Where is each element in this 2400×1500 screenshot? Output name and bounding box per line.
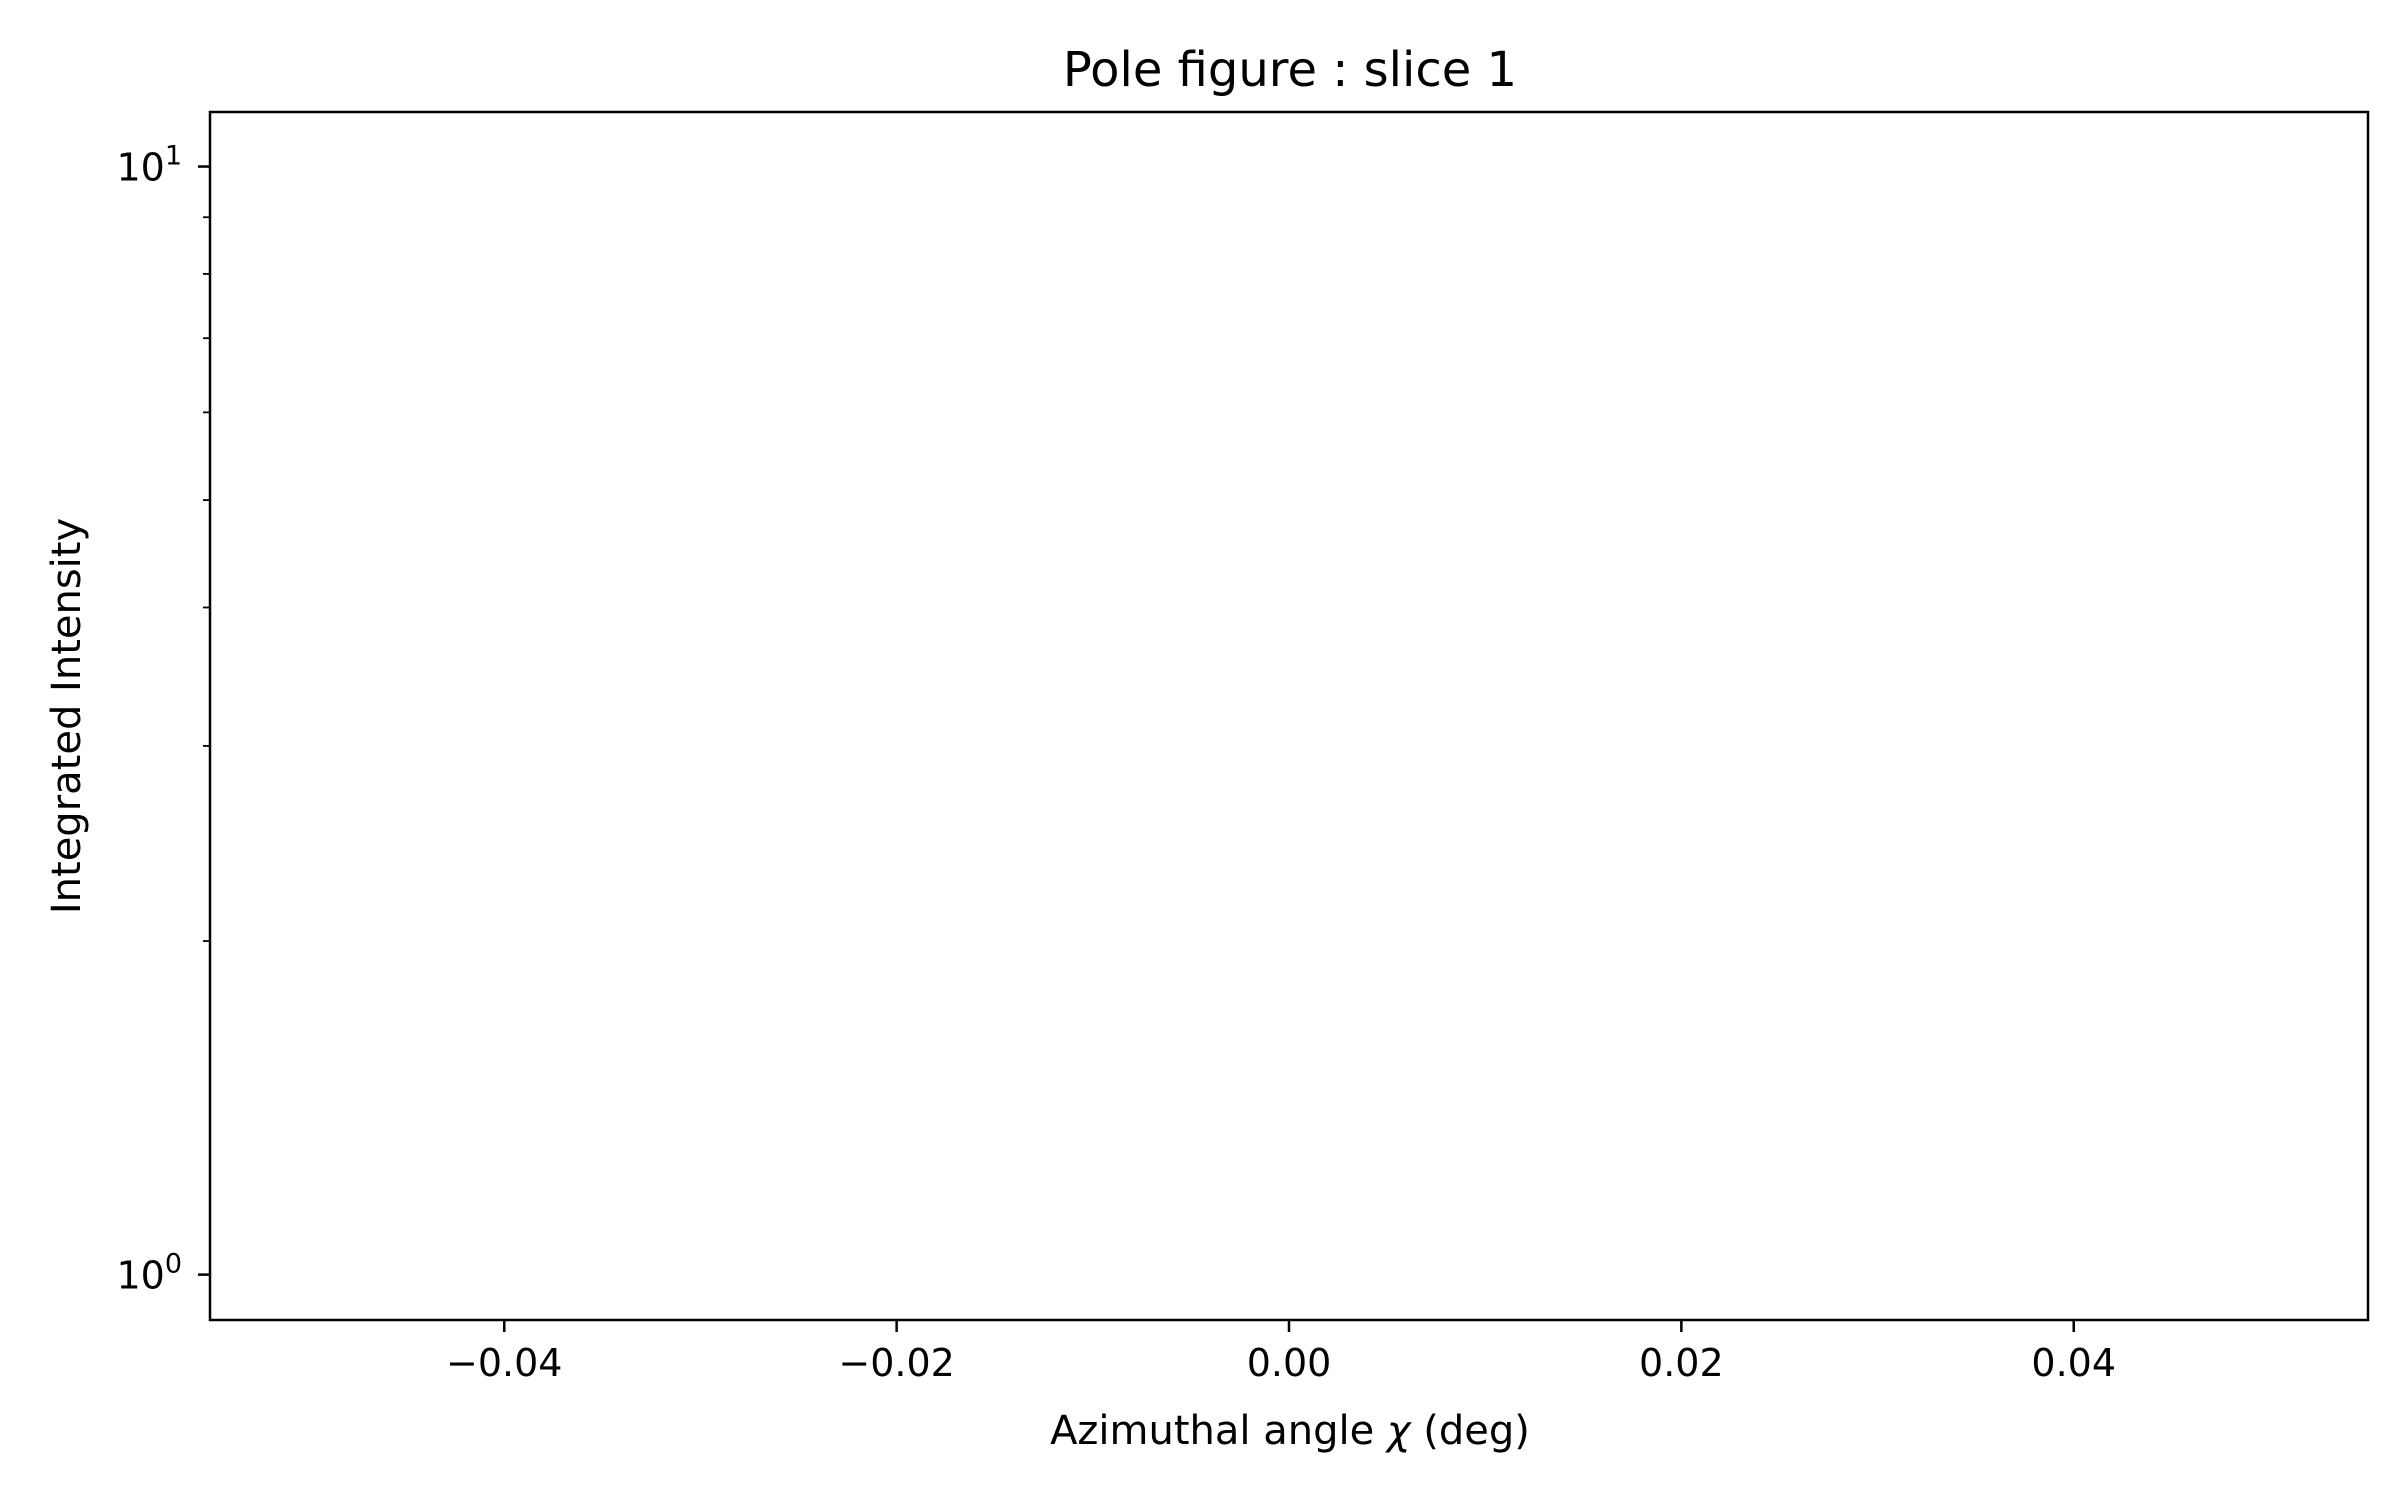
x-axis-label-text: Azimuthal angle	[1050, 1408, 1387, 1454]
y-tick-label-base: 10	[116, 146, 164, 190]
chart-title: Pole figure : slice 1	[1063, 42, 1517, 98]
y-tick-label: 100	[116, 1249, 182, 1298]
x-tick-label: −0.04	[446, 1341, 562, 1385]
x-axis-label: Azimuthal angle χ (deg)	[1050, 1408, 1530, 1454]
x-axis-label-symbol: χ	[1385, 1408, 1412, 1454]
y-tick-label-exponent: 1	[165, 141, 182, 172]
y-axis-label: Integrated Intensity	[44, 518, 90, 914]
plot-area	[208, 110, 2370, 1322]
plot-frame	[208, 110, 2370, 1322]
y-tick-label: 101	[116, 141, 182, 190]
y-tick-label-base: 10	[116, 1254, 164, 1298]
x-tick-label: 0.00	[1247, 1341, 1332, 1385]
y-tick-label-exponent: 0	[165, 1249, 182, 1280]
x-tick-label: −0.02	[838, 1341, 954, 1385]
x-tick-label: 0.02	[1639, 1341, 1724, 1385]
x-tick-label: 0.04	[2031, 1341, 2116, 1385]
x-axis-label-unit: (deg)	[1411, 1408, 1530, 1454]
x-axis: −0.04 −0.02 0.00 0.02 0.04	[446, 1320, 2116, 1385]
